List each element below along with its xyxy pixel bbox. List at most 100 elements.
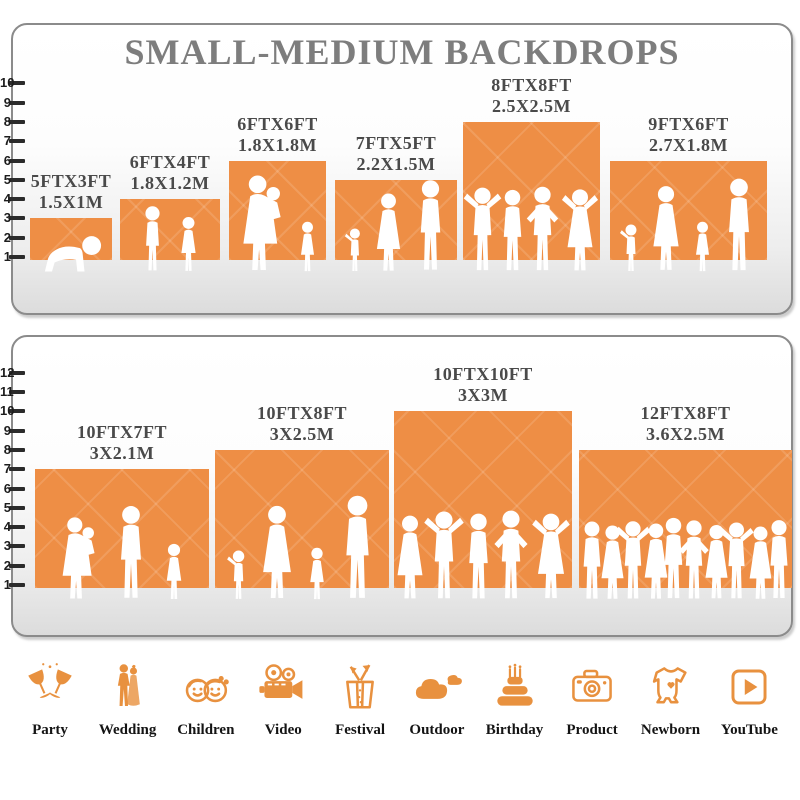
silhouette-toddler — [343, 227, 364, 273]
backdrop-size-label: 6FTX4FT 1.8X1.2M — [130, 152, 211, 194]
backdrop-size-label: 10FTX10FT 3X3M — [433, 364, 533, 406]
ruler-number: 5 — [3, 171, 11, 187]
figures-group — [579, 517, 792, 601]
backdrop-size-label: 7FTX5FT 2.2X1.5M — [356, 133, 437, 175]
size-ft-text: 10FTX8FT — [256, 402, 348, 423]
category-label: Children — [177, 722, 235, 738]
ruler-tick — [9, 158, 25, 163]
backdrop-bar-6ftx6ft: 6FTX6FT 1.8X1.8M — [229, 114, 326, 261]
figures-group — [35, 505, 209, 601]
ruler-number: 4 — [3, 191, 11, 207]
party-icon — [23, 656, 77, 716]
figures-group — [394, 509, 572, 601]
silhouette-toddler — [225, 549, 249, 601]
ruler-number: 7 — [3, 133, 11, 149]
size-ft-text: 5FTX3FT — [30, 171, 112, 192]
figures-group — [335, 179, 457, 273]
ruler-number: 6 — [3, 480, 11, 496]
ruler-number: 3 — [3, 210, 11, 226]
page-title: SMALL-MEDIUM BACKDROPS — [124, 32, 680, 72]
ruler-number: 10 — [0, 75, 15, 91]
size-m-text: 1.8X1.8M — [237, 134, 317, 155]
size-m-text: 2.7X1.8M — [648, 134, 728, 155]
youtube-icon — [722, 656, 776, 716]
ruler-tick — [9, 447, 25, 452]
silhouette-baby — [39, 235, 104, 273]
category-video: Video — [255, 656, 311, 739]
ruler-number: 3 — [3, 538, 11, 554]
backdrop-bar-7ftx5ft: 7FTX5FT 2.2X1.5M — [335, 133, 457, 260]
category-label: Newborn — [640, 722, 701, 738]
category-birthday: Birthday — [486, 656, 543, 739]
category-party: Party — [22, 656, 78, 739]
ruler-number: 10 — [0, 403, 15, 419]
category-youtube: YouTube — [721, 656, 778, 739]
ruler-number: 1 — [3, 577, 11, 592]
ruler-number: 9 — [3, 94, 11, 110]
ruler-number: 6 — [3, 152, 11, 168]
silhouette-woman-baby — [237, 175, 288, 273]
figures-group — [463, 185, 600, 273]
category-product: Product — [564, 656, 620, 739]
ruler-tick — [9, 544, 25, 549]
backdrop-bar-10ftx7ft: 10FTX7FT 3X2.1M — [35, 422, 209, 588]
category-label: Party — [32, 722, 68, 738]
category-label: Video — [264, 722, 302, 738]
product-icon — [565, 656, 619, 716]
ruler-tick — [9, 486, 25, 491]
ruler-number: 9 — [3, 422, 11, 438]
figures-group — [30, 235, 112, 273]
category-label: YouTube — [720, 722, 778, 738]
size-ft-text: 8FTX8FT — [491, 74, 572, 95]
ruler-tick — [9, 119, 25, 124]
ruler-number: 2 — [3, 229, 11, 245]
festival-icon — [333, 656, 387, 716]
size-chart-panel-small-medium: SMALL-MEDIUM BACKDROPS 1 2 3 4 5 6 7 8 9 10 5FTX3F… — [0, 23, 793, 315]
silhouette-girl — [176, 216, 201, 273]
size-m-text: 3.6X2.5M — [645, 423, 725, 444]
ruler-number: 7 — [3, 461, 11, 477]
ruler-tick — [9, 467, 25, 472]
category-festival: Festival — [332, 656, 388, 739]
ruler-tick — [9, 563, 25, 568]
silhouette-woman-baby — [57, 517, 101, 601]
backdrop-size-label: 6FTX6FT 1.8X1.8M — [237, 114, 318, 156]
ruler-tick — [9, 505, 25, 510]
ruler-number: 5 — [3, 499, 11, 515]
ruler-number: 12 — [0, 364, 15, 380]
ruler-tick — [9, 235, 25, 240]
size-m-text: 3X2.1M — [89, 443, 155, 464]
backdrop-size-label: 5FTX3FT 1.5X1M — [31, 171, 112, 213]
video-icon — [256, 656, 310, 716]
category-newborn: Newborn — [641, 656, 700, 739]
ruler-number: 8 — [3, 113, 11, 129]
figures-group — [229, 175, 326, 273]
category-row: Party Wedding Children Video Festival Ou… — [22, 656, 778, 739]
size-ft-text: 10FTX7FT — [76, 422, 168, 443]
size-ft-text: 6FTX4FT — [129, 152, 211, 173]
ruler-tick — [9, 197, 25, 202]
backdrop-bar-8ftx8ft: 8FTX8FT 2.5X2.5M — [463, 75, 600, 260]
ruler-number: 8 — [3, 441, 11, 457]
ruler-tick — [9, 583, 25, 587]
ruler-tick — [9, 525, 25, 530]
ruler-tick — [9, 216, 25, 221]
figures-group — [215, 495, 389, 601]
backdrop-bar-9ftx6ft: 9FTX6FT 2.7X1.8M — [610, 114, 767, 261]
category-wedding: Wedding — [98, 656, 157, 739]
silhouette-woman — [255, 505, 299, 601]
backdrop-size-label: 9FTX6FT 2.7X1.8M — [648, 114, 729, 156]
ruler-number: 4 — [3, 519, 11, 535]
backdrop-bar-6ftx4ft: 6FTX4FT 1.8X1.2M — [120, 152, 220, 260]
silhouette-girl — [296, 221, 319, 273]
size-m-text: 1.5X1M — [38, 192, 104, 213]
silhouette-man — [719, 178, 759, 273]
size-ft-text: 12FTX8FT — [640, 402, 731, 423]
category-label: Wedding — [98, 722, 157, 738]
ruler-tick — [9, 370, 25, 375]
size-ft-text: 7FTX5FT — [355, 132, 437, 153]
size-m-text: 2.5X2.5M — [491, 95, 571, 116]
silhouette-man — [335, 495, 380, 601]
silhouette-woman — [370, 193, 407, 273]
